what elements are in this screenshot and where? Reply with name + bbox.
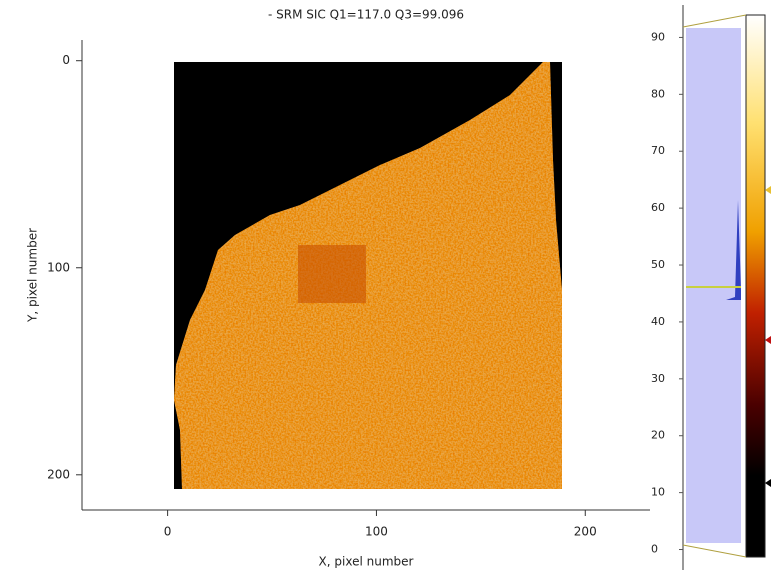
image bbox=[174, 62, 562, 489]
histogram-spike bbox=[726, 200, 741, 300]
colorbar-tick-label: 0 bbox=[651, 543, 658, 556]
colorbar-tick-label: 80 bbox=[651, 87, 665, 100]
y-tick-label: 100 bbox=[47, 260, 70, 274]
image-texture bbox=[174, 62, 562, 489]
connector bbox=[682, 14, 747, 28]
x-tick-label: 100 bbox=[365, 525, 388, 539]
y-tick-label: 0 bbox=[62, 53, 70, 67]
colorbar-tick-label: 30 bbox=[651, 372, 665, 385]
colorbar-tick-label: 40 bbox=[651, 315, 665, 328]
colorbar-tick-label: 60 bbox=[651, 201, 665, 214]
chart-title: - SRM SIC Q1=117.0 Q3=99.096 bbox=[268, 8, 464, 22]
histogram bbox=[686, 28, 741, 543]
colorbar bbox=[745, 14, 766, 558]
handle[interactable] bbox=[765, 186, 771, 194]
handle[interactable] bbox=[765, 336, 771, 344]
y-tick-label: 200 bbox=[47, 467, 70, 481]
colorbar-tick-label: 70 bbox=[651, 144, 665, 157]
colorbar-tick-label: 50 bbox=[651, 258, 665, 271]
connector bbox=[682, 544, 747, 558]
x-axis-label: X, pixel number bbox=[319, 555, 414, 569]
colorbar-tick-label: 90 bbox=[651, 30, 665, 43]
x-tick-label: 200 bbox=[574, 525, 597, 539]
colorbar-tick-label: 10 bbox=[651, 486, 665, 499]
y-axis-label: Y, pixel number bbox=[26, 228, 40, 323]
x-tick-label: 0 bbox=[164, 525, 172, 539]
handle[interactable] bbox=[765, 479, 771, 487]
colorbar-tick-label: 20 bbox=[651, 429, 665, 442]
image-feature bbox=[298, 245, 366, 303]
